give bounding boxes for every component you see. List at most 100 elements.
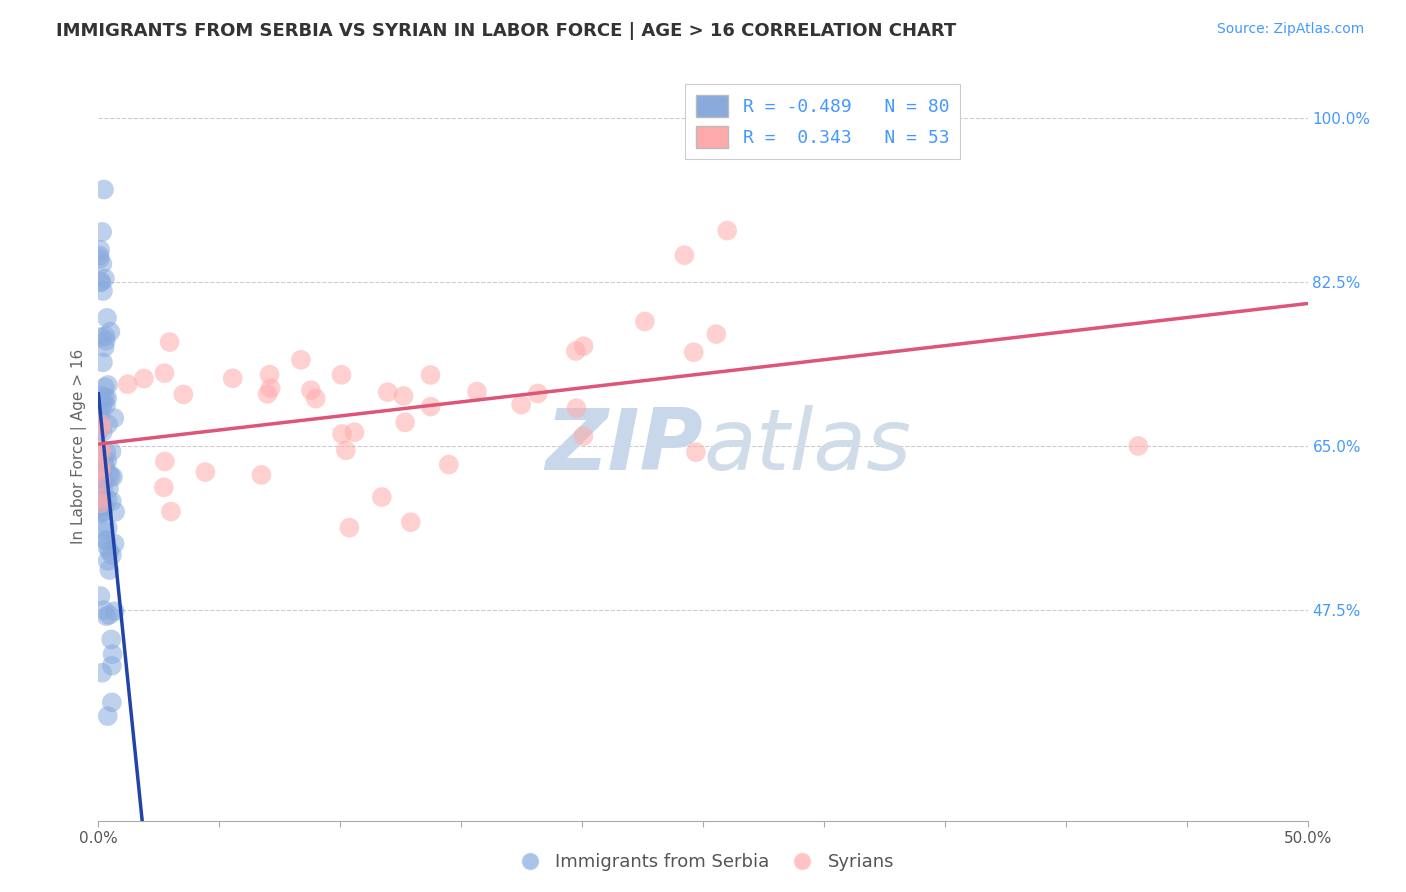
Point [89, 447, 111, 461]
Point [104, 505, 127, 519]
Point [87, 425, 110, 439]
Point [89, 243, 111, 257]
Point [91, 491, 114, 505]
Point [419, 400, 441, 414]
Point [305, 392, 328, 406]
Point [96, 554, 118, 568]
Point [93, 340, 115, 354]
Point [160, 505, 183, 519]
Point [91, 522, 114, 536]
Point [89, 589, 111, 603]
Point [394, 415, 416, 429]
Point [91, 505, 114, 519]
Point [89, 487, 111, 501]
Point [392, 389, 415, 403]
Point [94, 390, 117, 404]
Point [101, 647, 124, 661]
Point [91, 665, 114, 680]
Point [98, 325, 121, 339]
Point [100, 469, 122, 483]
Point [132, 371, 155, 385]
Point [93, 455, 115, 469]
Point [93, 500, 115, 514]
Point [673, 248, 696, 262]
Point [98, 467, 121, 481]
Point [335, 443, 357, 458]
Point [94, 329, 117, 343]
Point [526, 386, 548, 401]
Point [90, 496, 112, 510]
Point [91, 425, 114, 439]
Point [91, 284, 114, 298]
Point [90, 459, 112, 474]
Point [90, 491, 112, 506]
Point [89, 249, 111, 263]
Point [159, 334, 181, 349]
Point [104, 604, 127, 618]
Point [565, 344, 588, 359]
Point [103, 411, 125, 425]
Point [90, 494, 112, 508]
Point [90, 417, 112, 431]
Point [685, 445, 707, 459]
Point [98, 563, 121, 577]
Point [682, 345, 704, 359]
Point [98, 481, 121, 495]
Point [152, 480, 174, 494]
Point [98, 544, 121, 558]
Point [572, 429, 595, 443]
Point [91, 257, 114, 271]
Point [90, 275, 112, 289]
Point [89, 491, 111, 506]
Point [101, 494, 124, 508]
Point [222, 371, 245, 385]
Point [153, 454, 176, 468]
Point [100, 444, 122, 458]
Point [259, 368, 281, 382]
Point [87, 458, 110, 472]
Point [377, 385, 399, 400]
Point [94, 459, 117, 474]
Point [93, 396, 115, 410]
Point [103, 536, 125, 550]
Point [97, 417, 120, 432]
Point [90, 276, 112, 290]
Point [91, 504, 114, 518]
Point [89, 463, 111, 477]
Point [93, 474, 115, 488]
Point [90, 421, 112, 435]
Point [250, 467, 273, 482]
Point [94, 398, 117, 412]
Y-axis label: In Labor Force | Age > 16: In Labor Force | Age > 16 [72, 349, 87, 543]
Point [330, 427, 353, 442]
Point [572, 339, 595, 353]
Point [339, 521, 361, 535]
Point [465, 384, 488, 399]
Point [94, 271, 117, 285]
Point [565, 401, 588, 416]
Point [194, 465, 217, 479]
Point [256, 387, 278, 401]
Point [716, 224, 738, 238]
Point [371, 490, 394, 504]
Point [399, 515, 422, 529]
Point [117, 377, 139, 392]
Point [437, 458, 460, 472]
Point [91, 355, 114, 369]
Point [93, 482, 115, 496]
Point [87, 456, 110, 470]
Point [330, 368, 353, 382]
Point [93, 603, 115, 617]
Point [91, 399, 114, 413]
Point [343, 425, 366, 440]
Point [101, 695, 124, 709]
Point [172, 387, 194, 401]
Point [87, 502, 110, 516]
Point [91, 225, 114, 239]
Point [153, 366, 176, 380]
Point [96, 445, 118, 459]
Text: atlas: atlas [703, 404, 911, 488]
Point [87, 410, 110, 425]
Point [260, 381, 283, 395]
Point [101, 658, 124, 673]
